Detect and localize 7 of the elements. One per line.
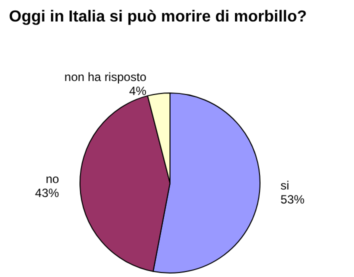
slice-label: non ha risposto <box>64 70 147 84</box>
data-label: 4% <box>129 84 147 98</box>
data-label: 53% <box>280 192 305 206</box>
slice-label: si <box>280 178 290 192</box>
slice-label: no <box>46 172 60 186</box>
chart-title: Oggi in Italia si può morire di morbillo? <box>9 8 307 26</box>
data-label: 43% <box>35 186 60 200</box>
